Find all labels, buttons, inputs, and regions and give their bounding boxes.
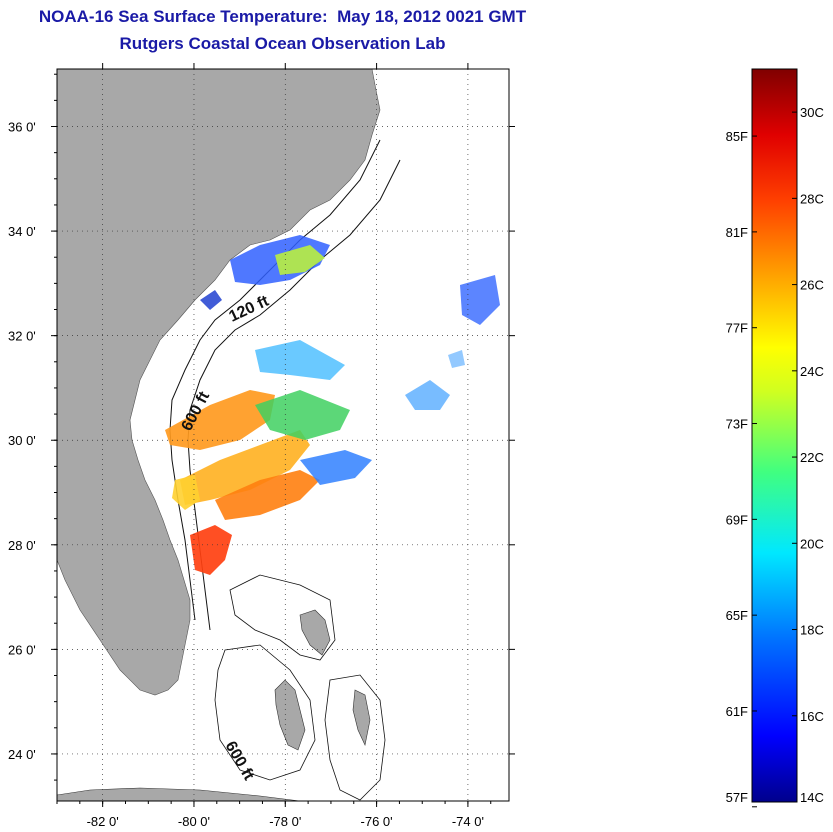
lat-tick-label: 32 0' [8, 329, 36, 344]
lat-tick-label: 30 0' [8, 433, 36, 448]
sst-data [165, 235, 500, 575]
land-cuba [57, 787, 301, 801]
isobath-600ft [187, 159, 401, 631]
lon-tick-label: -78 0' [269, 814, 301, 829]
colorbar-f-label: 81F [726, 225, 748, 240]
lon-tick-label: -82 0' [87, 814, 119, 829]
colorbar-f-label: 61F [726, 704, 748, 719]
map-axes: -82 0' -80 0' -78 0' -76 0' -74 0' 36 0' 34 0'… [8, 63, 515, 829]
map-title: NOAA-16 Sea Surface Temperature: May 18,… [38, 7, 527, 26]
map-frame [56, 68, 510, 802]
colorbar-c-label: 28C [800, 191, 824, 206]
lon-tick-label: -80 0' [178, 814, 210, 829]
land-bahamas-andros [274, 679, 306, 751]
lat-tick-label: 28 0' [8, 538, 36, 553]
colorbar-c-label: 24C [800, 364, 824, 379]
colorbar-ticks: 85F 81F 77F 73F 69F 65F 61F 57F 30C 28C 26C 24C 22C 2… [726, 105, 824, 808]
colorbar-gradient [751, 68, 798, 803]
land-bahamas-eleuthera [352, 689, 371, 746]
isobath-120ft [169, 139, 381, 621]
graticule [57, 69, 509, 801]
colorbar-f-label: 69F [726, 512, 748, 527]
colorbar-f-label: 65F [726, 608, 748, 623]
colorbar-c-label: 26C [800, 278, 824, 293]
colorbar-f-label: 57F [726, 790, 748, 805]
colorbar-c-label: 14C [800, 790, 824, 805]
map-subtitle: Rutgers Coastal Ocean Observation Lab [119, 34, 446, 53]
lat-tick-label: 24 0' [8, 747, 36, 762]
lat-tick-label: 34 0' [8, 224, 36, 239]
lat-tick-label: 26 0' [8, 642, 36, 657]
colorbar-c-label: 16C [800, 709, 824, 724]
lon-tick-label: -74 0' [452, 814, 484, 829]
colorbar-f-label: 73F [726, 417, 748, 432]
lon-tick-label: -76 0' [361, 814, 393, 829]
lat-tick-label: 36 0' [8, 120, 36, 135]
colorbar-c-label: 18C [800, 623, 824, 638]
colorbar-c-label: 22C [800, 450, 824, 465]
land-bahamas-grand [299, 609, 331, 656]
colorbar-c-label: 20C [800, 536, 824, 551]
colorbar-c-label: 30C [800, 105, 824, 120]
colorbar-f-label: 77F [726, 321, 748, 336]
colorbar-f-label: 85F [726, 129, 748, 144]
